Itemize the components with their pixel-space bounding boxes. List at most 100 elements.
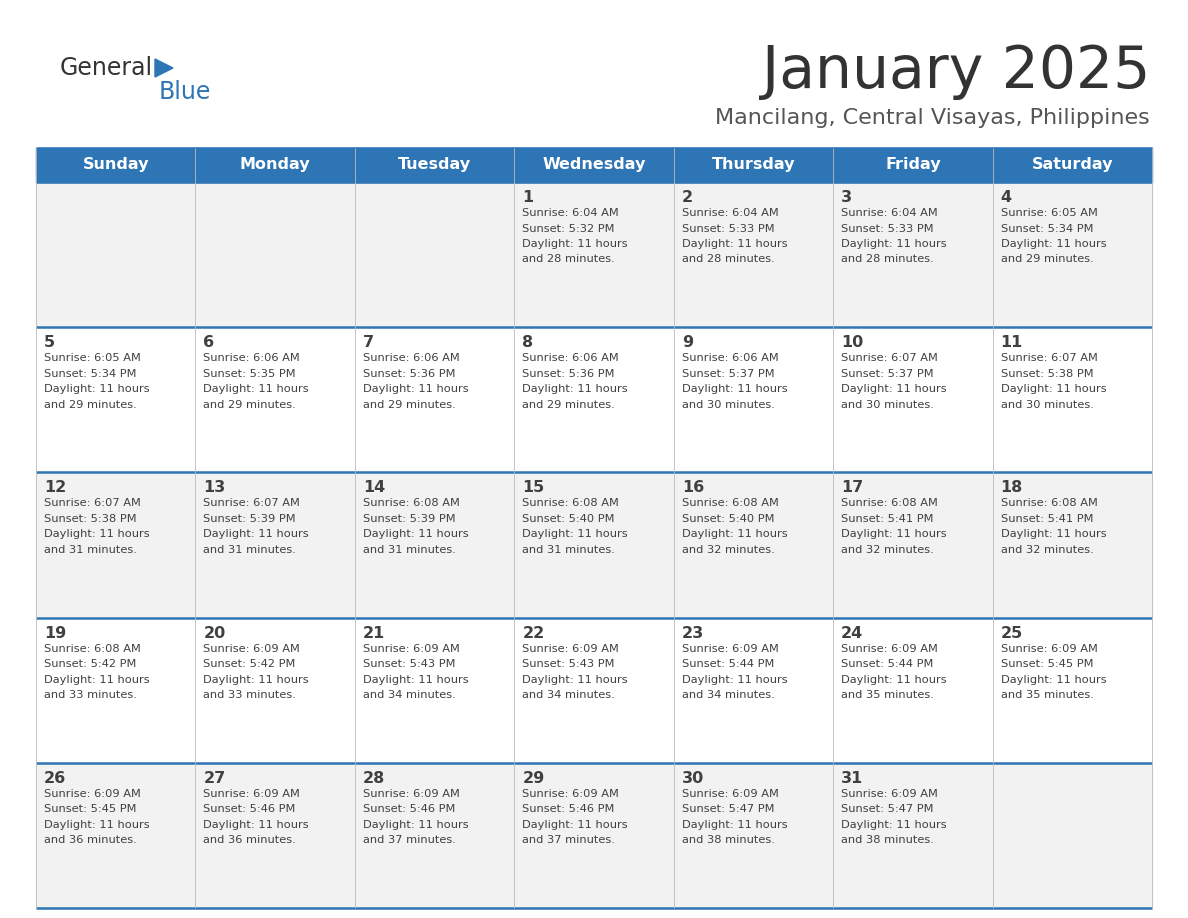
Text: and 32 minutes.: and 32 minutes. xyxy=(682,545,775,554)
Text: 5: 5 xyxy=(44,335,55,350)
Text: and 29 minutes.: and 29 minutes. xyxy=(203,399,296,409)
Text: Sunrise: 6:04 AM: Sunrise: 6:04 AM xyxy=(682,208,778,218)
Text: Sunset: 5:47 PM: Sunset: 5:47 PM xyxy=(841,804,934,814)
Text: Daylight: 11 hours: Daylight: 11 hours xyxy=(44,675,150,685)
Text: Sunset: 5:42 PM: Sunset: 5:42 PM xyxy=(203,659,296,669)
Text: and 29 minutes.: and 29 minutes. xyxy=(44,399,137,409)
Text: Daylight: 11 hours: Daylight: 11 hours xyxy=(203,385,309,394)
Text: Sunset: 5:34 PM: Sunset: 5:34 PM xyxy=(44,369,137,379)
Text: Sunset: 5:35 PM: Sunset: 5:35 PM xyxy=(203,369,296,379)
Text: Daylight: 11 hours: Daylight: 11 hours xyxy=(1000,239,1106,249)
Text: 25: 25 xyxy=(1000,625,1023,641)
Text: Sunrise: 6:09 AM: Sunrise: 6:09 AM xyxy=(841,644,939,654)
Bar xyxy=(833,763,992,908)
Text: Daylight: 11 hours: Daylight: 11 hours xyxy=(841,239,947,249)
Bar xyxy=(355,182,514,327)
Bar xyxy=(36,473,196,618)
Text: Sunrise: 6:09 AM: Sunrise: 6:09 AM xyxy=(682,789,778,799)
Text: Sunrise: 6:08 AM: Sunrise: 6:08 AM xyxy=(682,498,778,509)
Text: Sunset: 5:45 PM: Sunset: 5:45 PM xyxy=(44,804,137,814)
Text: Sunset: 5:45 PM: Sunset: 5:45 PM xyxy=(1000,659,1093,669)
Text: 21: 21 xyxy=(362,625,385,641)
Text: Daylight: 11 hours: Daylight: 11 hours xyxy=(362,385,468,394)
Text: Sunset: 5:44 PM: Sunset: 5:44 PM xyxy=(682,659,775,669)
Text: and 36 minutes.: and 36 minutes. xyxy=(203,835,296,845)
Text: 17: 17 xyxy=(841,480,864,496)
Text: January 2025: January 2025 xyxy=(762,43,1150,100)
Bar xyxy=(992,182,1152,327)
Text: Sunrise: 6:09 AM: Sunrise: 6:09 AM xyxy=(1000,644,1098,654)
Text: 6: 6 xyxy=(203,335,215,350)
Bar xyxy=(196,473,355,618)
Text: Daylight: 11 hours: Daylight: 11 hours xyxy=(523,385,628,394)
Bar xyxy=(514,327,674,473)
Text: Sunrise: 6:07 AM: Sunrise: 6:07 AM xyxy=(841,353,939,364)
Text: and 38 minutes.: and 38 minutes. xyxy=(682,835,775,845)
Text: 11: 11 xyxy=(1000,335,1023,350)
Text: Daylight: 11 hours: Daylight: 11 hours xyxy=(841,385,947,394)
Text: and 30 minutes.: and 30 minutes. xyxy=(841,399,934,409)
Text: Sunrise: 6:09 AM: Sunrise: 6:09 AM xyxy=(362,644,460,654)
Text: and 33 minutes.: and 33 minutes. xyxy=(44,690,137,700)
Text: Sunrise: 6:09 AM: Sunrise: 6:09 AM xyxy=(682,644,778,654)
Text: Sunrise: 6:09 AM: Sunrise: 6:09 AM xyxy=(203,644,301,654)
Bar xyxy=(833,182,992,327)
Text: Sunset: 5:46 PM: Sunset: 5:46 PM xyxy=(362,804,455,814)
Text: Daylight: 11 hours: Daylight: 11 hours xyxy=(523,239,628,249)
Text: Sunrise: 6:06 AM: Sunrise: 6:06 AM xyxy=(523,353,619,364)
Text: Daylight: 11 hours: Daylight: 11 hours xyxy=(44,820,150,830)
Bar xyxy=(992,763,1152,908)
Text: 2: 2 xyxy=(682,190,693,205)
Bar xyxy=(36,763,196,908)
Bar xyxy=(992,327,1152,473)
Bar xyxy=(196,148,355,182)
Text: Sunset: 5:46 PM: Sunset: 5:46 PM xyxy=(203,804,296,814)
Text: and 30 minutes.: and 30 minutes. xyxy=(682,399,775,409)
Text: Daylight: 11 hours: Daylight: 11 hours xyxy=(362,530,468,540)
Text: 8: 8 xyxy=(523,335,533,350)
Text: Sunset: 5:43 PM: Sunset: 5:43 PM xyxy=(362,659,455,669)
Bar xyxy=(674,473,833,618)
Text: Daylight: 11 hours: Daylight: 11 hours xyxy=(362,675,468,685)
Text: and 28 minutes.: and 28 minutes. xyxy=(841,254,934,264)
Bar xyxy=(674,327,833,473)
Text: 14: 14 xyxy=(362,480,385,496)
Text: and 31 minutes.: and 31 minutes. xyxy=(362,545,456,554)
Text: Daylight: 11 hours: Daylight: 11 hours xyxy=(682,530,788,540)
Text: and 31 minutes.: and 31 minutes. xyxy=(44,545,137,554)
Text: Sunrise: 6:08 AM: Sunrise: 6:08 AM xyxy=(523,498,619,509)
Text: Daylight: 11 hours: Daylight: 11 hours xyxy=(523,530,628,540)
Bar xyxy=(514,148,674,182)
Text: and 37 minutes.: and 37 minutes. xyxy=(362,835,456,845)
Bar xyxy=(514,618,674,763)
Text: and 28 minutes.: and 28 minutes. xyxy=(682,254,775,264)
Text: Daylight: 11 hours: Daylight: 11 hours xyxy=(841,530,947,540)
Text: Daylight: 11 hours: Daylight: 11 hours xyxy=(203,820,309,830)
Text: Monday: Monday xyxy=(240,158,310,173)
Text: Sunset: 5:32 PM: Sunset: 5:32 PM xyxy=(523,223,614,233)
Text: 26: 26 xyxy=(44,771,67,786)
Text: Sunrise: 6:07 AM: Sunrise: 6:07 AM xyxy=(203,498,301,509)
Text: and 29 minutes.: and 29 minutes. xyxy=(362,399,456,409)
Bar xyxy=(196,618,355,763)
Text: 31: 31 xyxy=(841,771,864,786)
Text: Sunset: 5:47 PM: Sunset: 5:47 PM xyxy=(682,804,775,814)
Text: Sunset: 5:33 PM: Sunset: 5:33 PM xyxy=(841,223,934,233)
Text: Blue: Blue xyxy=(159,80,211,104)
Text: 30: 30 xyxy=(682,771,704,786)
Text: Sunrise: 6:09 AM: Sunrise: 6:09 AM xyxy=(203,789,301,799)
Bar xyxy=(36,182,196,327)
Text: Sunrise: 6:09 AM: Sunrise: 6:09 AM xyxy=(362,789,460,799)
Text: Sunrise: 6:09 AM: Sunrise: 6:09 AM xyxy=(523,644,619,654)
Text: General: General xyxy=(61,56,153,80)
Text: Daylight: 11 hours: Daylight: 11 hours xyxy=(203,675,309,685)
Text: Daylight: 11 hours: Daylight: 11 hours xyxy=(1000,385,1106,394)
Text: Sunrise: 6:09 AM: Sunrise: 6:09 AM xyxy=(523,789,619,799)
Text: Friday: Friday xyxy=(885,158,941,173)
Text: and 33 minutes.: and 33 minutes. xyxy=(203,690,296,700)
Text: and 28 minutes.: and 28 minutes. xyxy=(523,254,615,264)
Text: Sunrise: 6:07 AM: Sunrise: 6:07 AM xyxy=(1000,353,1098,364)
Text: Daylight: 11 hours: Daylight: 11 hours xyxy=(841,820,947,830)
Text: Daylight: 11 hours: Daylight: 11 hours xyxy=(1000,675,1106,685)
Text: Daylight: 11 hours: Daylight: 11 hours xyxy=(1000,530,1106,540)
